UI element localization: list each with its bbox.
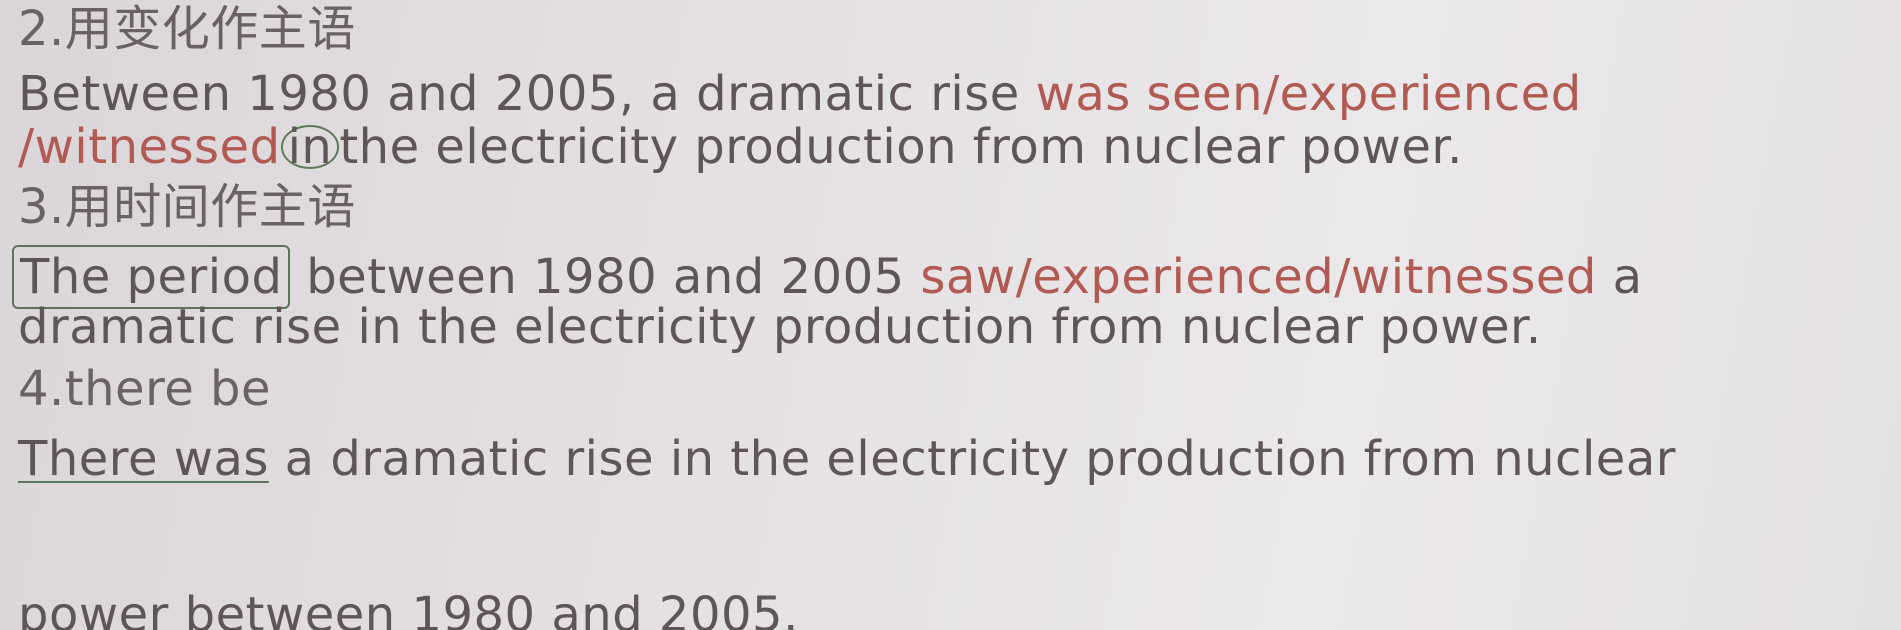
section-3-heading: 3.用时间作主语: [18, 179, 356, 235]
section-2-line-1-text: Between 1980 and 2005, a dramatic rise: [18, 66, 1036, 122]
section-3-line-2: dramatic rise in the electricity product…: [18, 299, 1542, 355]
section-3-line-1: The period between 1980 and 2005 saw/exp…: [12, 245, 1643, 309]
boxed-subject: The period: [12, 245, 291, 309]
section-4-line-1-text: a dramatic rise in the electricity produ…: [268, 431, 1676, 487]
section-2-heading: 2.用变化作主语: [18, 1, 356, 57]
section-2-line-1: Between 1980 and 2005, a dramatic rise w…: [18, 65, 1582, 123]
section-3-line-1-end: a: [1596, 249, 1643, 305]
section-2-line-2: /witnessed in the electricity production f…: [18, 118, 1463, 176]
section-4-heading: 4.there be: [18, 361, 272, 417]
section-3-highlighted-verbs: saw/experienced/witnessed: [920, 249, 1597, 305]
section-2-line-2-text: the electricity production from nuclear …: [339, 119, 1463, 175]
section-3-line-1-text: between 1980 and 2005: [290, 249, 921, 305]
section-4-line-2: power between 1980 and 2005.: [18, 587, 799, 630]
section-2-highlighted-verbs: was seen/experienced: [1035, 66, 1582, 122]
underlined-there-was: There was: [18, 431, 269, 487]
circled-preposition: in: [280, 123, 340, 171]
section-2-highlighted-verb-witnessed: /witnessed: [18, 119, 281, 175]
section-4-line-1: There was a dramatic rise in the electri…: [18, 430, 1676, 488]
